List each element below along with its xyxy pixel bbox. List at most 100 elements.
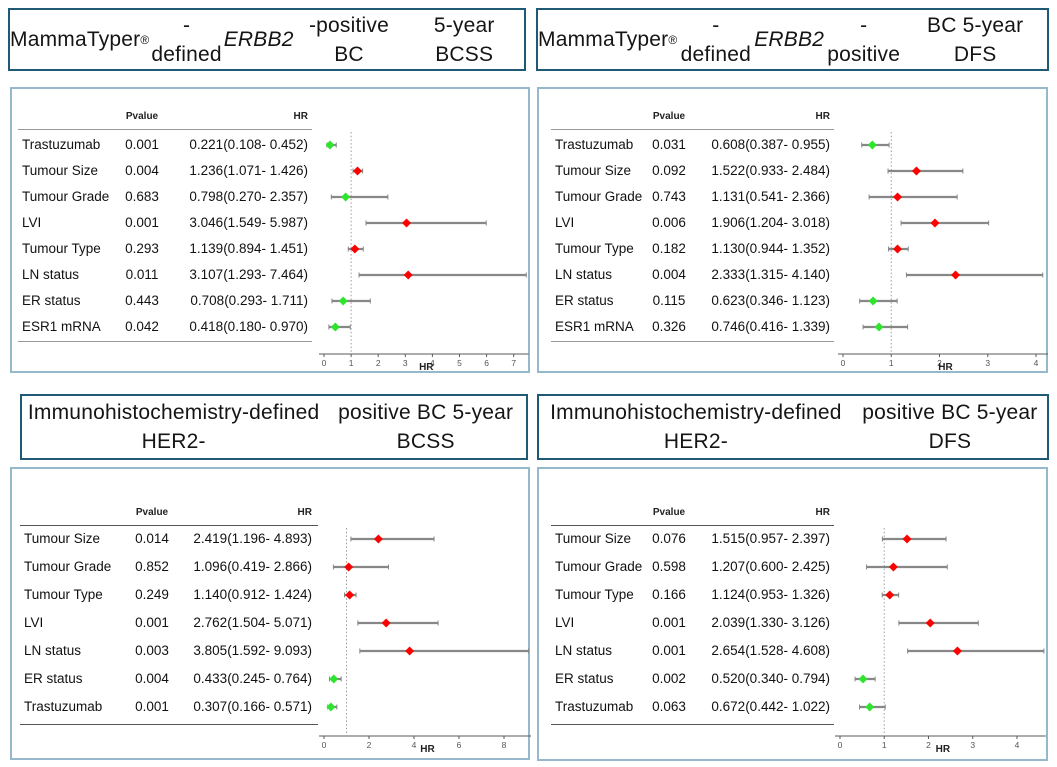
row-hr-ci: 0.433(0.245- 0.764) (193, 671, 312, 686)
axis-tick-label: 4 (1034, 358, 1039, 368)
row-hr-ci: 1.522(0.933- 2.484) (711, 163, 830, 178)
row-label: LVI (22, 215, 42, 230)
table-row: Tumour Grade 0.743 1.131(0.541- 2.366) (539, 187, 1046, 207)
panel-title-text: Immunohistochemistry-defined HER2- (27, 401, 320, 453)
hr-point-marker (893, 192, 903, 202)
row-pvalue: 0.092 (652, 163, 686, 178)
hr-point-marker (381, 618, 391, 628)
row-pvalue: 0.006 (652, 215, 686, 230)
row-pvalue: 0.004 (125, 163, 159, 178)
hr-point-marker (865, 702, 875, 712)
hr-point-marker (344, 562, 354, 572)
row-hr-ci: 0.746(0.416- 1.339) (711, 319, 830, 334)
row-label: Trastuzumab (555, 137, 634, 152)
row-pvalue: 0.011 (125, 267, 159, 282)
column-header-hr: HR (815, 507, 830, 518)
hr-point-marker (885, 590, 895, 600)
panel-plot: Pvalue HR 0 2 4 6 8 HR Tumour Size 0.014 2.419(… (10, 467, 531, 760)
row-pvalue: 0.004 (652, 267, 686, 282)
panel-title-text: ERBB2 (754, 28, 825, 51)
hr-point-marker (326, 702, 336, 712)
row-hr-ci: 3.805(1.592- 9.093) (193, 643, 312, 658)
row-pvalue: 0.326 (652, 319, 686, 334)
row-pvalue: 0.182 (652, 241, 686, 256)
row-pvalue: 0.001 (135, 699, 169, 714)
table-row: Tumour Type 0.166 1.124(0.953- 1.326) (539, 585, 1046, 605)
table-bottom-rule (18, 341, 312, 342)
row-pvalue: 0.076 (652, 531, 686, 546)
table-row: ER status 0.004 0.433(0.245- 0.764) (12, 669, 528, 689)
row-label: Tumour Type (24, 587, 103, 602)
column-header-hr: HR (293, 111, 308, 122)
axis-tick-label: 0 (838, 740, 843, 750)
table-row: ER status 0.115 0.623(0.346- 1.123) (539, 291, 1046, 311)
row-pvalue: 0.031 (652, 137, 686, 152)
table-row: Tumour Type 0.293 1.139(0.894- 1.451) (12, 239, 528, 259)
panel-title: MammaTyper ® -defined ERBB2 -positive BC 5-y… (536, 8, 1049, 71)
row-hr-ci: 2.333(1.315- 4.140) (711, 267, 830, 282)
row-label: Tumour Grade (555, 189, 643, 204)
table-bottom-rule (551, 724, 834, 725)
row-pvalue: 0.042 (125, 319, 159, 334)
row-pvalue: 0.443 (125, 293, 159, 308)
panel-plot: Pvalue HR 0 1 2 3 4 HR Tumour Size 0.076 1.515(… (537, 467, 1048, 761)
row-pvalue: 0.115 (652, 293, 686, 308)
hr-point-marker (341, 192, 351, 202)
panel-title-text: Immunohistochemistry-defined HER2- (550, 401, 842, 453)
row-hr-ci: 0.221(0.108- 0.452) (189, 137, 308, 152)
axis-tick-label: 4 (1015, 740, 1020, 750)
table-row: ESR1 mRNA 0.326 0.746(0.416- 1.339) (539, 317, 1046, 337)
axis-tick-label: 8 (502, 740, 507, 750)
row-label: LN status (555, 267, 613, 282)
axis-tick-label: 2 (937, 358, 942, 368)
table-row: ER status 0.002 0.520(0.340- 0.794) (539, 669, 1046, 689)
row-hr-ci: 0.418(0.180- 0.970) (189, 319, 308, 334)
panel-title-text: -defined (680, 13, 751, 66)
column-header-pvalue: Pvalue (652, 507, 686, 518)
table-row: Tumour Grade 0.852 1.096(0.419- 2.866) (12, 557, 528, 577)
panel-title: MammaTyper ® -defined ERBB2 -positive BC 5-y… (8, 8, 526, 71)
hr-point-marker (329, 674, 339, 684)
table-row: Tumour Type 0.182 1.130(0.944- 1.352) (539, 239, 1046, 259)
row-hr-ci: 1.207(0.600- 2.425) (711, 559, 830, 574)
row-pvalue: 0.001 (125, 215, 159, 230)
row-label: Tumour Size (555, 531, 632, 546)
panel-title-text: -defined (151, 13, 222, 66)
hr-point-marker (874, 322, 884, 332)
column-header-hr: HR (297, 507, 312, 518)
table-row: LVI 0.001 2.039(1.330- 3.126) (539, 613, 1046, 633)
hr-point-marker (911, 166, 921, 176)
column-header-pvalue: Pvalue (652, 111, 686, 122)
panel-title-text: 5-year BCSS (433, 13, 495, 66)
row-label: Tumour Size (24, 531, 101, 546)
hr-point-marker (352, 166, 362, 176)
row-label: ESR1 mRNA (555, 319, 634, 334)
forest-plot: 0 1 2 3 4 HR (835, 528, 1046, 755)
row-label: ER status (22, 293, 81, 308)
row-pvalue: 0.683 (125, 189, 159, 204)
row-label: Tumour Size (555, 163, 632, 178)
hr-point-marker (858, 674, 868, 684)
row-label: Trastuzumab (555, 699, 634, 714)
row-label: LVI (555, 615, 575, 630)
row-pvalue: 0.293 (125, 241, 159, 256)
row-hr-ci: 1.515(0.957- 2.397) (711, 531, 830, 546)
panel-title-text: -positive BC (308, 13, 389, 66)
axis-tick-label: 5 (457, 358, 462, 368)
row-hr-ci: 1.130(0.944- 1.352) (711, 241, 830, 256)
hr-point-marker (402, 218, 412, 228)
row-label: Tumour Type (555, 241, 634, 256)
hr-point-marker (338, 296, 348, 306)
hr-point-marker (951, 270, 961, 280)
table-row: ESR1 mRNA 0.042 0.418(0.180- 0.970) (12, 317, 528, 337)
row-label: Tumour Size (22, 163, 99, 178)
row-hr-ci: 1.139(0.894- 1.451) (189, 241, 308, 256)
table-row: LN status 0.003 3.805(1.592- 9.093) (12, 641, 528, 661)
hr-point-marker (325, 140, 335, 150)
table-header-rule (551, 129, 834, 130)
row-pvalue: 0.001 (652, 615, 686, 630)
axis-tick-label: 6 (457, 740, 462, 750)
panel-title-text: -positive (827, 13, 901, 66)
panel-title: Immunohistochemistry-defined HER2- positi… (20, 394, 528, 460)
